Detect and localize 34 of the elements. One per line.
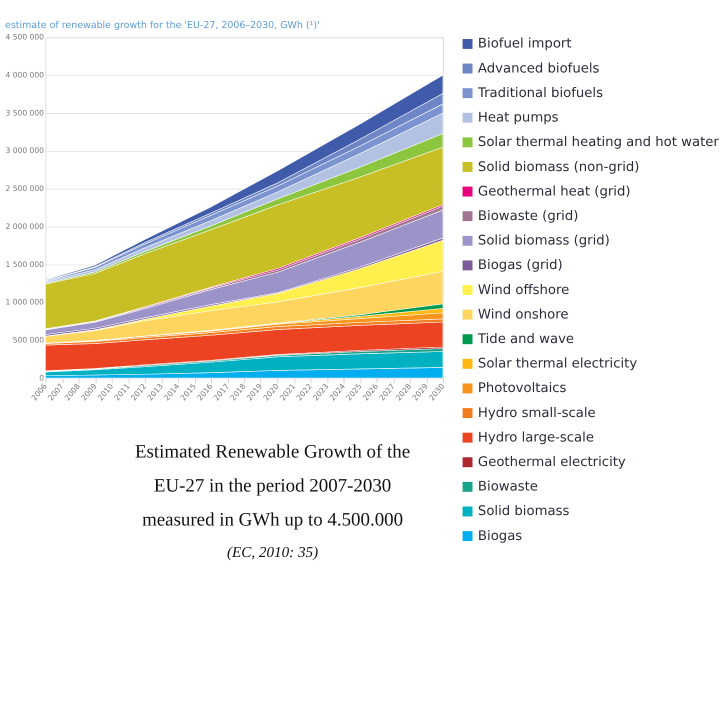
y-tick-label: 3 000 000 xyxy=(6,146,44,156)
legend-label: Geothermal heat (grid) xyxy=(478,184,631,200)
y-tick-label: 1 000 000 xyxy=(6,298,44,307)
y-tick-label: 4 500 000 xyxy=(6,32,44,42)
legend-label: Biowaste xyxy=(478,480,538,495)
legend-label: Wind offshore xyxy=(478,282,570,298)
legend-label: Tide and wave xyxy=(476,332,574,347)
legend-label: Biofuel import xyxy=(478,36,572,52)
y-tick-label: 1 500 000 xyxy=(6,260,44,269)
y-tick-label: 0 xyxy=(39,373,44,382)
legend-label: Biogas xyxy=(478,528,522,544)
y-tick-label: 500 000 xyxy=(12,336,44,345)
legend-label: Photovoltaics xyxy=(478,381,567,396)
legend-label: Hydro small-scale xyxy=(478,406,596,421)
legend-label: Geothermal electricity xyxy=(478,455,626,470)
legend-label: Solar thermal heating and hot water xyxy=(478,135,720,150)
legend-label: Biogas (grid) xyxy=(478,258,563,274)
legend-label: Traditional biofuels xyxy=(476,86,604,101)
text: Estimated Renewable Growth of the EU-27 in the period 2007-2030 measured in GWh up to 4.500.000 xyxy=(135,442,410,531)
legend-label: Advanced biofuels xyxy=(478,61,600,76)
legend-label: Solid biomass (grid) xyxy=(478,234,610,249)
legend-label: Solid biomass xyxy=(478,504,570,520)
y-tick-label: 3 500 000 xyxy=(6,108,44,118)
legend-label: Hydro large-scale xyxy=(478,430,594,446)
legend-label: Wind onshore xyxy=(478,307,569,322)
text: (EC, 2010: 35) xyxy=(226,544,318,561)
legend-label: Solar thermal electricity xyxy=(478,356,638,372)
legend-label: Solid biomass (non-grid) xyxy=(478,160,640,175)
y-tick-label: 4 000 000 xyxy=(6,70,44,80)
y-tick-label: 2 000 000 xyxy=(6,222,44,231)
chart-title: estimate of renewable growth for the 'EU-27, 2006–2030, GWh (¹)' xyxy=(5,20,320,31)
legend-label: Biowaste (grid) xyxy=(478,208,578,224)
y-tick-label: 2 500 000 xyxy=(6,184,44,194)
legend-label: Heat pumps xyxy=(478,110,559,126)
